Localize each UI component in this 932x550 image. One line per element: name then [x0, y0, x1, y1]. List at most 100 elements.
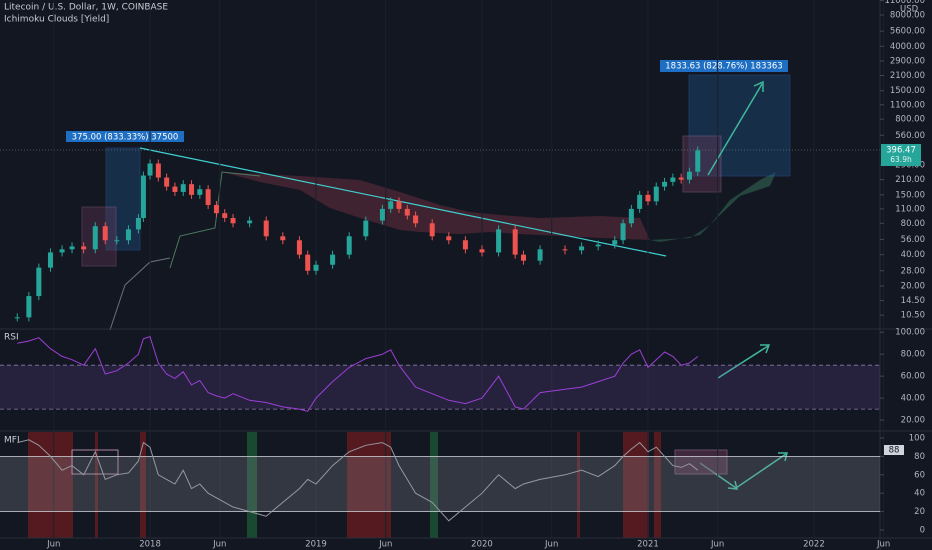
candle	[628, 208, 634, 224]
level-band	[0, 365, 880, 410]
trend-line	[139, 147, 667, 257]
candle	[645, 194, 651, 202]
y-tick-label: 1100.00	[890, 100, 925, 110]
candle	[114, 240, 120, 242]
candle	[81, 246, 87, 250]
candle	[346, 236, 352, 255]
candle	[562, 249, 568, 251]
symbol-title: Litecoin / U.S. Dollar, 1W, COINBASE	[4, 3, 168, 13]
y-tick-label: 80.00	[901, 219, 925, 229]
y-tick-label: 20.00	[901, 416, 925, 426]
candle	[388, 201, 394, 209]
candle	[462, 240, 468, 250]
candle	[379, 208, 385, 221]
candle	[429, 223, 435, 237]
candle	[247, 220, 253, 224]
annotation-box	[660, 60, 788, 72]
candle	[135, 217, 141, 230]
y-tick-label: 560.00	[895, 131, 925, 141]
level-band	[0, 456, 880, 512]
y-tick-label: 150.00	[895, 190, 925, 200]
y-tick-label: 60.00	[901, 372, 925, 382]
overbought-band	[140, 432, 146, 538]
candle	[678, 177, 684, 180]
candle	[172, 186, 178, 192]
overbought-band	[28, 432, 73, 538]
annotation: 375.00 (833.33%) 37500	[72, 133, 179, 143]
candle	[102, 226, 108, 241]
candle	[653, 186, 659, 202]
y-tick-label: 40.00	[901, 394, 925, 404]
y-tick-label: 80.00	[901, 350, 925, 360]
y-tick-label: 20.00	[901, 281, 925, 291]
annotation: 1833.63 (828.76%) 183363	[665, 62, 782, 72]
candle	[36, 267, 42, 297]
candle	[537, 249, 543, 261]
mfi-badge	[884, 445, 904, 455]
last-price: 396.47	[886, 146, 916, 156]
indicator-title: Ichimoku Clouds [Yield]	[4, 15, 109, 25]
x-tick-label: 2021	[637, 540, 659, 550]
candle	[520, 254, 526, 261]
x-tick-label: 2018	[139, 540, 161, 550]
y-tick-label: 40	[914, 489, 925, 499]
y-tick-label: 2100.00	[890, 71, 925, 81]
candle	[197, 189, 203, 195]
candle	[59, 249, 65, 253]
candle	[164, 177, 170, 187]
overbought-band	[577, 432, 580, 538]
mfi-value: 88	[889, 446, 900, 456]
y-tick-label: 100	[909, 433, 925, 443]
lagging-line	[109, 257, 171, 331]
overbought-band	[623, 432, 649, 538]
overbought-band	[95, 432, 98, 538]
arrow-head	[760, 344, 771, 354]
last-price-badge	[881, 144, 921, 166]
y-tick-label: 8000.00	[890, 11, 925, 21]
candle	[479, 249, 485, 253]
indicator-line	[17, 439, 699, 522]
pattern-box	[674, 449, 728, 475]
candle	[313, 264, 319, 271]
y-tick-label: 1500.00	[890, 86, 925, 96]
candle	[230, 217, 236, 224]
measure-box	[688, 74, 791, 177]
candle	[125, 229, 131, 241]
y-tick-label: 80	[914, 452, 925, 462]
y-tick-label: 0	[920, 525, 925, 535]
y-tick-label: 210.00	[895, 175, 925, 185]
candle	[579, 246, 585, 251]
measure-box	[105, 147, 141, 251]
overbought-band	[654, 432, 661, 538]
candle	[612, 240, 618, 245]
y-tick-label: 4000.00	[890, 42, 925, 52]
candle	[446, 236, 452, 241]
ichimoku-cloud	[222, 172, 650, 240]
y-tick-label: 800.00	[895, 115, 925, 125]
candle	[695, 150, 701, 172]
candle	[330, 254, 336, 265]
candle	[595, 244, 601, 247]
oversold-band	[247, 432, 257, 538]
candle	[637, 194, 643, 209]
candle	[305, 254, 311, 271]
x-tick-label: 2020	[471, 540, 493, 550]
pattern-box	[71, 449, 119, 475]
candle	[413, 215, 419, 224]
annotation-box	[66, 131, 184, 142]
oversold-band	[430, 432, 438, 538]
candle	[147, 163, 153, 176]
x-tick-label: Jun	[378, 540, 392, 550]
x-tick-label: Jun	[710, 540, 724, 550]
candle	[14, 317, 20, 319]
y-tick-label: 20	[914, 507, 925, 517]
y-tick-label: 40.00	[901, 250, 925, 260]
candle	[686, 171, 692, 180]
y-tick-label: 2900.00	[890, 56, 925, 66]
y-tick-label: 60	[914, 470, 925, 480]
